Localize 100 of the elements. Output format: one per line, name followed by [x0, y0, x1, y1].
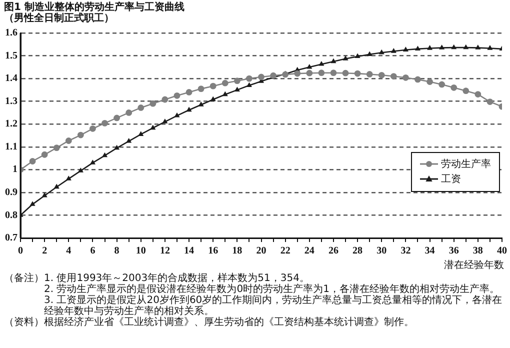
- point: [402, 74, 409, 81]
- point: [66, 176, 72, 180]
- point: [426, 78, 433, 85]
- point: [77, 132, 84, 138]
- x-tick-label: 30: [376, 246, 387, 257]
- x-tick-label: 18: [232, 246, 242, 257]
- point: [474, 91, 482, 98]
- x-tick-label: 38: [472, 246, 483, 257]
- x-tick-label: 6: [90, 246, 96, 257]
- point: [126, 110, 132, 116]
- x-tick-label: 10: [136, 246, 146, 257]
- point: [53, 144, 60, 151]
- point: [342, 56, 348, 60]
- point: [222, 80, 228, 86]
- point: [366, 71, 373, 78]
- point: [150, 124, 156, 130]
- x-tick-label: 20: [256, 246, 266, 257]
- point: [463, 44, 469, 50]
- x-tick-label: 34: [424, 246, 435, 257]
- point: [90, 125, 96, 132]
- point: [174, 92, 180, 99]
- x-tick-label: 22: [280, 246, 290, 257]
- point: [487, 45, 493, 50]
- point: [390, 48, 396, 53]
- y-tick-label: 1.2: [5, 118, 18, 130]
- point: [198, 102, 204, 106]
- point: [330, 70, 337, 76]
- point: [210, 82, 216, 90]
- y-tick-label: 0.9: [5, 187, 18, 198]
- text: （备注）1. 使用1993年～2003年的合成数据，样本数为51，354。: [4, 273, 310, 284]
- point: [30, 201, 36, 206]
- text: 2. 劳动生产率显示的是假设潜在经验年数为0时的劳动生产率为1，各潜在经验年数的相对劳动生产率。: [43, 284, 500, 295]
- x-tick-label: 16: [208, 246, 218, 257]
- x-tick-label: 12: [160, 246, 170, 257]
- point: [138, 131, 144, 136]
- point: [258, 74, 264, 80]
- point: [330, 58, 336, 64]
- point: [102, 152, 108, 158]
- point: [306, 64, 312, 69]
- point: [366, 51, 372, 56]
- point: [354, 53, 360, 58]
- x-tick-label: 14: [184, 246, 194, 257]
- point: [138, 104, 144, 111]
- point: [186, 106, 192, 112]
- text: 3. 工资显示的是假定从20岁作到60岁的工作期间内，劳动生产率总量与工资总量相等的情况下，各潜在经验年数中与劳动生产率的相对关系。: [43, 295, 504, 317]
- point: [246, 75, 252, 82]
- x-tick-label: 32: [400, 246, 411, 257]
- point: [162, 96, 168, 103]
- point: [439, 44, 445, 50]
- x-tick-label: 24: [304, 246, 314, 257]
- point: [427, 45, 433, 50]
- x-tick-label: 0: [18, 246, 23, 257]
- point: [450, 84, 458, 91]
- text: （资料）根据经济产业省《工业统计调查》、厚生劳动省的《工资结构基本统计调查》制作。: [4, 317, 415, 328]
- y-tick-label: 1: [12, 164, 18, 176]
- point: [114, 144, 120, 150]
- point: [90, 160, 96, 164]
- point: [414, 46, 421, 51]
- legend-label: 劳动生产率: [441, 158, 491, 172]
- point: [486, 98, 494, 105]
- x-tick-label: 40: [497, 246, 507, 257]
- point: [198, 86, 204, 92]
- point: [402, 46, 408, 52]
- point: [65, 138, 72, 144]
- y-tick-label: 1.1: [5, 141, 18, 152]
- point: [150, 100, 156, 107]
- point: [306, 70, 313, 76]
- point: [451, 44, 457, 50]
- y-tick-label: 0.8: [5, 210, 18, 221]
- x-tick-label: 26: [328, 246, 338, 257]
- point: [41, 151, 48, 158]
- point: [438, 81, 446, 88]
- point: [378, 49, 384, 54]
- x-tick-label: 8: [114, 246, 120, 257]
- point: [318, 61, 324, 66]
- legend-label: 工资: [441, 172, 461, 187]
- point: [294, 70, 301, 77]
- x-tick-label: 28: [352, 246, 363, 257]
- point: [318, 70, 325, 76]
- y-tick-label: 1.3: [5, 96, 18, 107]
- point: [102, 120, 108, 126]
- point: [29, 158, 36, 164]
- point: [475, 44, 481, 50]
- point: [462, 88, 470, 94]
- point: [174, 112, 180, 118]
- x-axis-title: 潜在经验年数: [443, 260, 505, 272]
- point: [114, 114, 120, 122]
- point: [162, 118, 168, 124]
- y-tick-label: 1.4: [5, 73, 18, 84]
- chart-subtitle: （男性全日制正式职工）: [4, 13, 115, 24]
- x-tick-label: 2: [42, 246, 48, 257]
- x-tick-label: 4: [66, 246, 72, 257]
- chart-title: 图1 制造业整体的劳动生产率与工资曲线: [4, 2, 186, 13]
- x-tick-label: 36: [448, 246, 459, 257]
- point: [390, 73, 397, 80]
- point: [210, 96, 216, 102]
- y-tick-label: 1.6: [5, 28, 18, 39]
- point: [234, 86, 240, 92]
- point: [414, 76, 421, 83]
- point: [126, 138, 132, 143]
